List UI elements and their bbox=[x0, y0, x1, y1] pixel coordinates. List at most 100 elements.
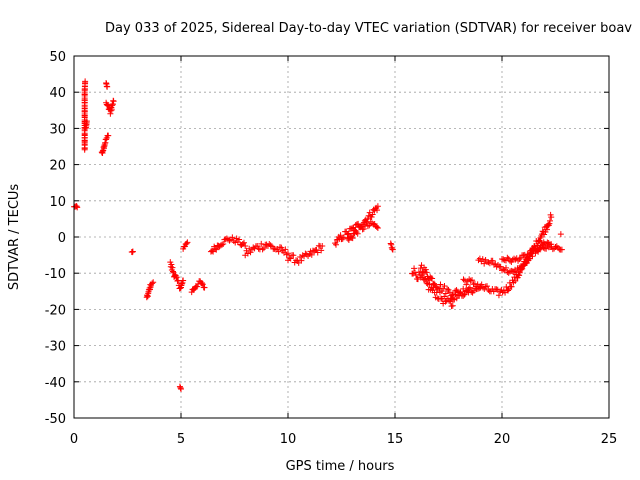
data-point bbox=[423, 269, 430, 276]
data-point bbox=[105, 132, 112, 139]
data-point bbox=[213, 246, 220, 253]
data-point bbox=[541, 231, 548, 238]
data-point bbox=[150, 279, 157, 286]
data-point bbox=[149, 280, 156, 287]
y-tick-label: -20 bbox=[45, 303, 66, 318]
x-tick-label: 0 bbox=[70, 432, 78, 447]
data-point bbox=[557, 231, 564, 238]
x-tick-label: 20 bbox=[494, 432, 511, 447]
data-point bbox=[469, 277, 476, 284]
data-point bbox=[545, 221, 552, 228]
y-tick-label: 50 bbox=[49, 50, 66, 65]
data-point bbox=[285, 250, 291, 257]
data-point bbox=[446, 289, 453, 296]
data-point bbox=[489, 257, 496, 264]
data-point bbox=[236, 236, 243, 243]
data-point bbox=[254, 242, 261, 249]
data-point bbox=[177, 384, 184, 391]
data-point bbox=[539, 244, 546, 251]
data-point bbox=[475, 257, 482, 264]
data-point bbox=[129, 249, 136, 256]
data-point bbox=[103, 101, 110, 108]
y-tick-label: 30 bbox=[49, 122, 66, 137]
data-point bbox=[169, 264, 176, 271]
data-point bbox=[374, 203, 381, 210]
data-point bbox=[389, 246, 396, 253]
data-point bbox=[290, 252, 297, 259]
data-point bbox=[444, 285, 451, 292]
data-point bbox=[374, 207, 381, 214]
data-point bbox=[525, 257, 532, 264]
data-point bbox=[218, 241, 225, 248]
data-point bbox=[497, 263, 504, 270]
data-point bbox=[368, 213, 375, 220]
data-point bbox=[508, 283, 515, 290]
data-point bbox=[314, 249, 321, 256]
data-point bbox=[548, 214, 555, 221]
data-point bbox=[240, 239, 247, 246]
data-point bbox=[82, 78, 89, 85]
data-point bbox=[471, 280, 478, 287]
data-point bbox=[298, 257, 305, 264]
data-point bbox=[319, 243, 326, 250]
data-point bbox=[212, 245, 219, 252]
data-point bbox=[546, 217, 553, 224]
data-point bbox=[457, 289, 464, 296]
data-point bbox=[479, 256, 486, 263]
data-point bbox=[535, 248, 542, 255]
data-point bbox=[430, 280, 437, 287]
data-point bbox=[275, 248, 282, 255]
data-point bbox=[531, 246, 538, 253]
data-point bbox=[282, 246, 289, 253]
data-point bbox=[527, 250, 534, 257]
data-point bbox=[278, 244, 285, 251]
data-point bbox=[199, 281, 206, 288]
data-point bbox=[500, 256, 507, 263]
data-point bbox=[468, 288, 475, 295]
data-point bbox=[519, 265, 526, 272]
data-point bbox=[480, 284, 487, 291]
data-point bbox=[359, 226, 366, 233]
data-point bbox=[507, 257, 514, 264]
grid-lines bbox=[74, 56, 609, 418]
data-point bbox=[387, 240, 394, 247]
data-point bbox=[220, 240, 227, 247]
data-point bbox=[414, 276, 421, 283]
data-point bbox=[434, 286, 441, 293]
data-point bbox=[184, 239, 191, 246]
data-point bbox=[525, 251, 532, 258]
data-point bbox=[332, 241, 339, 248]
data-point bbox=[246, 245, 253, 252]
data-point bbox=[441, 282, 448, 289]
data-point bbox=[255, 245, 262, 252]
data-point bbox=[552, 243, 559, 250]
data-point bbox=[229, 234, 236, 241]
data-point bbox=[500, 266, 507, 273]
x-tick-label: 25 bbox=[601, 432, 618, 447]
data-point bbox=[461, 277, 468, 284]
data-point bbox=[540, 244, 547, 251]
y-tick-label: 0 bbox=[58, 231, 66, 246]
data-point bbox=[453, 295, 460, 302]
data-point bbox=[177, 285, 184, 292]
data-point bbox=[260, 245, 267, 252]
data-point bbox=[460, 292, 467, 299]
y-tick-label: 40 bbox=[49, 86, 66, 101]
data-point bbox=[183, 240, 190, 247]
data-point bbox=[230, 238, 237, 245]
data-point bbox=[129, 248, 136, 255]
y-tick-label: 20 bbox=[49, 159, 66, 174]
data-point bbox=[460, 276, 467, 283]
y-tick-label: -10 bbox=[45, 267, 66, 282]
data-point bbox=[267, 242, 274, 249]
data-point bbox=[364, 223, 371, 230]
x-axis-label: GPS time / hours bbox=[286, 459, 395, 474]
data-point bbox=[209, 247, 216, 254]
data-point bbox=[250, 244, 257, 251]
data-point bbox=[337, 232, 344, 239]
plot-frame bbox=[73, 55, 610, 419]
data-point bbox=[508, 267, 515, 274]
data-point bbox=[466, 276, 473, 283]
data-point bbox=[174, 278, 181, 285]
data-point bbox=[201, 284, 208, 291]
